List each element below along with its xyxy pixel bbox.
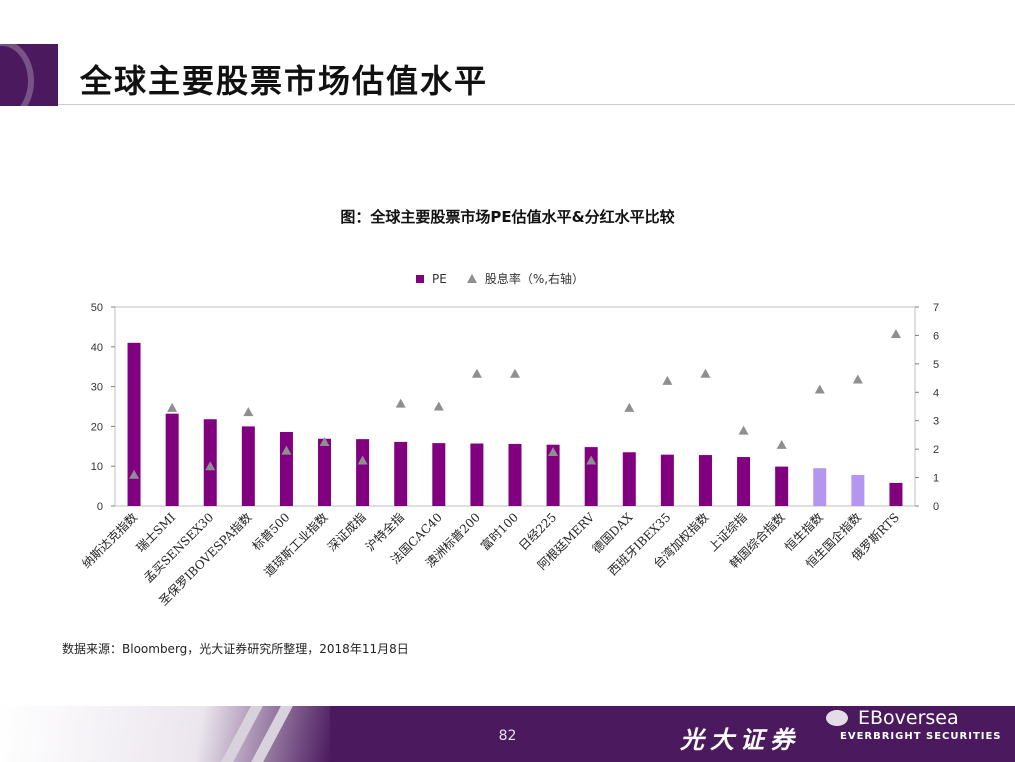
- dividend-marker: [890, 329, 901, 339]
- pe-bar: [851, 474, 865, 506]
- brand-name-en: EVERBRIGHT SECURITIES: [840, 731, 1002, 742]
- pe-bar: [813, 468, 827, 506]
- y-right-tick-label: 7: [933, 302, 939, 314]
- y-left-tick-label: 20: [91, 421, 103, 433]
- footer-bar: [0, 706, 1015, 762]
- dividend-marker: [129, 469, 140, 479]
- pe-bar: [279, 431, 293, 506]
- pe-bar: [698, 455, 712, 506]
- chart-legend: PE 股息率（%,右轴）: [416, 270, 584, 287]
- x-category-label: 富时100: [477, 510, 521, 554]
- dividend-marker: [700, 368, 711, 378]
- dividend-marker: [776, 439, 787, 449]
- pe-bar: [622, 452, 636, 506]
- page-number: 82: [498, 728, 517, 744]
- dividend-marker: [319, 437, 330, 447]
- watermark-eboversea: EBoversea: [858, 707, 959, 729]
- dividend-marker: [433, 401, 444, 411]
- pe-bar: [432, 443, 446, 506]
- y-right-tick-label: 4: [933, 387, 939, 399]
- title-decoration: [0, 44, 58, 106]
- y-left-tick-label: 0: [97, 501, 103, 513]
- x-category-label: 孟买SENSEX30: [141, 510, 216, 585]
- page-title: 全球主要股票市场估值水平: [80, 62, 489, 100]
- dividend-marker: [471, 368, 482, 378]
- pe-bar: [356, 439, 370, 506]
- y-right-tick-label: 6: [933, 330, 939, 342]
- pe-bar: [546, 444, 560, 506]
- x-category-label: 纳斯达克指数: [79, 510, 141, 572]
- pe-bar: [775, 466, 789, 506]
- pe-bar: [889, 482, 903, 506]
- pe-bar: [318, 438, 332, 506]
- dividend-marker: [738, 425, 749, 435]
- brand-name-cn: 光大证券: [680, 725, 800, 754]
- pe-bar: [660, 454, 674, 506]
- dividend-marker: [281, 445, 292, 455]
- pe-bar: [470, 443, 484, 506]
- y-right-tick-label: 5: [933, 359, 939, 371]
- dividend-marker: [852, 374, 863, 384]
- dividend-marker: [243, 407, 254, 417]
- y-left-tick-label: 10: [91, 461, 103, 473]
- dividend-marker: [395, 398, 406, 408]
- wechat-icon: [826, 710, 848, 726]
- dividend-marker: [357, 455, 368, 465]
- y-left-tick-label: 40: [91, 342, 103, 354]
- pe-bar: [241, 426, 255, 506]
- data-source-note: 数据来源：Bloomberg，光大证券研究所整理，2018年11月8日: [62, 642, 409, 656]
- dividend-marker: [586, 455, 597, 465]
- legend-pe-swatch: [416, 274, 424, 283]
- chart-title: 图：全球主要股票市场PE估值水平&分红水平比较: [340, 208, 675, 226]
- dividend-marker: [510, 368, 520, 378]
- pe-bar: [165, 413, 179, 506]
- pe-dividend-chart: 0102030405001234567纳斯达克指数瑞士SMI孟买SENSEX30…: [79, 302, 939, 608]
- legend-dividend-marker: [466, 274, 477, 283]
- y-right-tick-label: 3: [933, 416, 939, 428]
- dividend-marker: [624, 402, 635, 412]
- dividend-marker: [548, 446, 559, 456]
- pe-bar: [127, 342, 141, 506]
- legend-dividend-label: 股息率（%,右轴）: [484, 272, 585, 286]
- title-divider: [58, 104, 1015, 105]
- y-right-tick-label: 2: [933, 444, 939, 456]
- dividend-marker: [167, 402, 178, 412]
- y-left-tick-label: 30: [91, 382, 103, 394]
- legend-pe-label: PE: [432, 271, 447, 286]
- pe-bar: [394, 441, 408, 506]
- pe-bar: [508, 443, 522, 506]
- pe-bar: [737, 457, 751, 506]
- x-category-label: 道琼斯工业指数: [261, 510, 331, 580]
- dividend-marker: [814, 384, 825, 394]
- dividend-marker: [662, 375, 673, 385]
- y-left-tick-label: 50: [91, 302, 103, 314]
- dividend-marker: [205, 461, 216, 471]
- x-category-label: 深证成指: [324, 510, 369, 555]
- y-right-tick-label: 0: [933, 501, 939, 513]
- y-right-tick-label: 1: [933, 473, 939, 485]
